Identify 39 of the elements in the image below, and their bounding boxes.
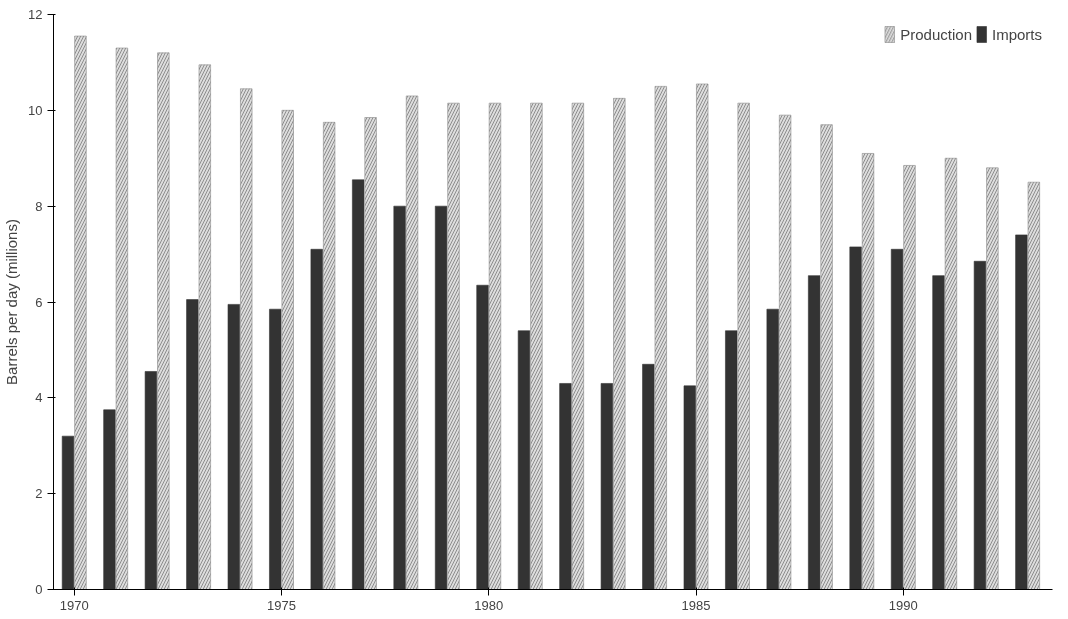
bar <box>144 371 158 590</box>
bar <box>186 299 199 590</box>
y-tick-label: 2 <box>35 486 43 502</box>
bar <box>890 248 904 590</box>
bar <box>600 383 613 590</box>
bar <box>393 205 406 590</box>
y-tick-label: 0 <box>35 582 43 597</box>
y-tick-label: 12 <box>28 7 43 22</box>
bar <box>683 385 696 590</box>
bar <box>476 284 489 590</box>
x-tick-label: 1985 <box>681 597 711 613</box>
bar <box>766 308 779 590</box>
bar <box>103 409 116 590</box>
bar <box>434 205 448 590</box>
x-tick-label: 1990 <box>888 597 918 613</box>
x-tick-label: 1975 <box>267 597 296 613</box>
y-tick-label: 6 <box>35 294 43 310</box>
bar <box>517 330 531 590</box>
bar <box>849 246 862 590</box>
bar <box>642 363 655 590</box>
y-tick-label: 4 <box>35 390 43 406</box>
bar <box>808 275 821 590</box>
y-axis-title: Barrels per day (millions) <box>3 219 21 385</box>
legend-label: Imports <box>991 25 1042 43</box>
y-tick-label: 10 <box>28 102 43 118</box>
bar <box>932 275 945 590</box>
bar <box>725 330 738 590</box>
y-tick-label: 8 <box>35 198 43 214</box>
legend-label: Production <box>900 25 972 43</box>
bar <box>973 260 987 590</box>
bar <box>559 383 572 590</box>
x-tick-label: 1970 <box>59 597 89 613</box>
x-tick-label: 1980 <box>474 597 504 613</box>
bar <box>61 435 75 590</box>
bar <box>1015 234 1028 590</box>
bar <box>310 248 323 590</box>
bar <box>269 308 282 590</box>
bar <box>352 179 365 590</box>
bar <box>227 304 240 590</box>
